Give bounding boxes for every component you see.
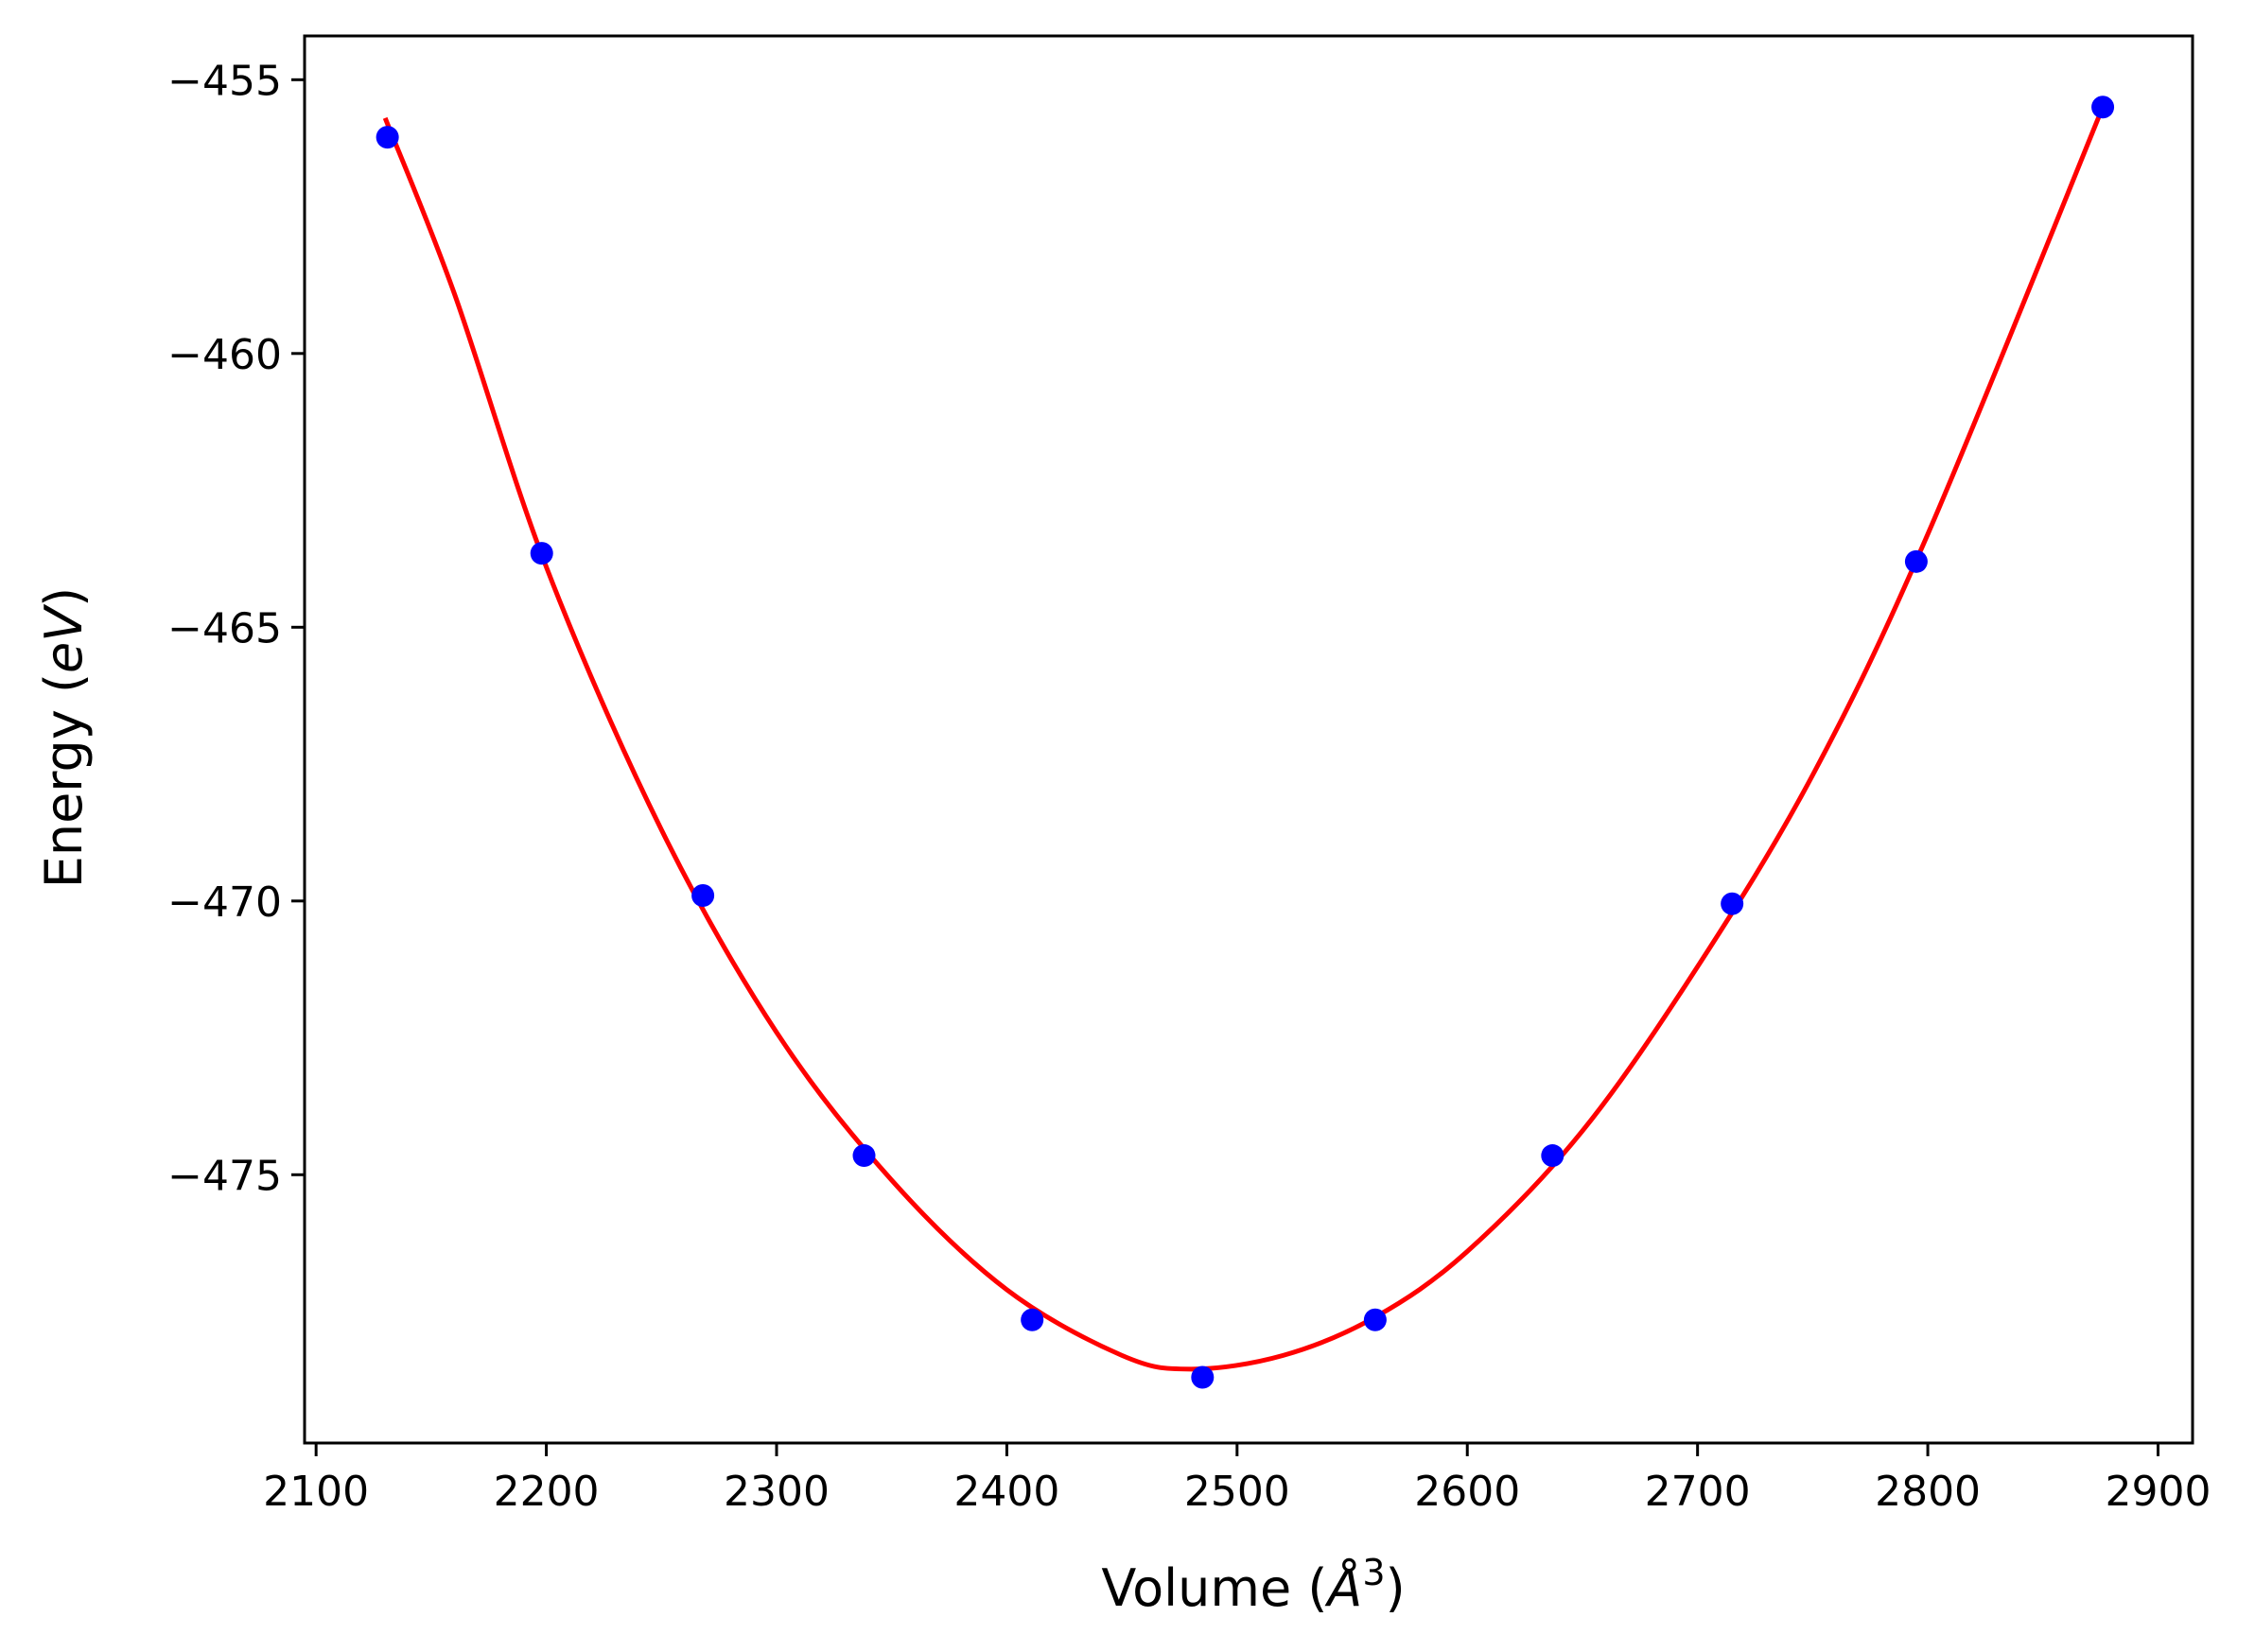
x-tick-label: 2100 xyxy=(263,1468,369,1516)
data-point xyxy=(1021,1308,1044,1331)
x-tick-label: 2500 xyxy=(1184,1468,1290,1516)
x-tick-label: 2200 xyxy=(494,1468,600,1516)
data-point xyxy=(691,884,715,908)
x-tick-label: 2400 xyxy=(953,1468,1059,1516)
data-point xyxy=(1904,549,1928,573)
x-tick-label: 2800 xyxy=(1875,1468,1981,1516)
x-tick-label: 2900 xyxy=(2105,1468,2211,1516)
y-tick-label: −470 xyxy=(167,878,282,927)
fit-curve-line xyxy=(382,106,2106,1372)
x-tick-label: 2700 xyxy=(1645,1468,1751,1516)
axes-frame xyxy=(303,34,2194,1445)
x-tick-label: 2600 xyxy=(1414,1468,1520,1516)
data-point xyxy=(1541,1144,1565,1168)
data-point xyxy=(530,542,553,565)
y-tick-label: −460 xyxy=(167,331,282,379)
data-point xyxy=(1721,892,1744,915)
data-point xyxy=(852,1144,876,1168)
x-tick-label: 2300 xyxy=(724,1468,830,1516)
x-axis-ticks: 2100 2200 2300 2400 2500 2600 2700 2800 2900 xyxy=(263,1443,2211,1516)
y-tick-label: −475 xyxy=(167,1152,282,1200)
data-point xyxy=(2091,96,2115,119)
plot-area xyxy=(376,96,2115,1389)
data-point xyxy=(1363,1308,1387,1331)
data-point xyxy=(376,126,399,149)
y-tick-label: −455 xyxy=(167,57,282,105)
data-point xyxy=(1191,1365,1215,1389)
y-axis-label: Energy (eV) xyxy=(34,587,94,889)
y-tick-label: −465 xyxy=(167,604,282,652)
y-axis-ticks: −455 −460 −465 −470 −475 xyxy=(167,57,305,1200)
x-axis-label: Volume (Å3) xyxy=(1101,1552,1405,1618)
